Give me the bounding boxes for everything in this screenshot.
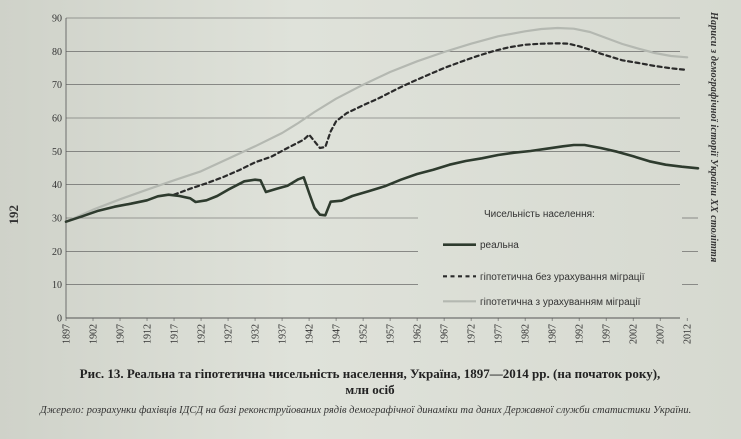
y-tick-label: 30: [52, 214, 62, 225]
figure-caption: Рис. 13. Реальна та гіпотетична чисельні…: [30, 366, 710, 398]
chart-series: [64, 26, 700, 223]
x-tick-label: 1897: [62, 324, 73, 344]
series-line-0: [64, 143, 700, 223]
x-tick-label: 1942: [305, 324, 316, 344]
y-axis-ticks: 0 10 20 30 40 50 60 70 80 90: [52, 14, 62, 325]
legend-title: Чисельність населення:: [484, 209, 595, 220]
legend-label-1: гіпотетична без урахування міграції: [480, 271, 645, 283]
x-tick-label: 1947: [332, 324, 343, 344]
x-tick-label: 1962: [413, 324, 424, 344]
x-tick-label: 1917: [170, 324, 181, 344]
caption-line-1: Рис. 13. Реальна та гіпотетична чисельні…: [79, 366, 661, 381]
y-tick-label: 40: [52, 180, 62, 191]
x-tick-label: 2007: [656, 324, 667, 344]
x-tick-label: 1977: [494, 324, 505, 344]
series-line-2: [64, 26, 689, 223]
chart-gridlines: [65, 17, 698, 319]
x-tick-label: 1922: [197, 324, 208, 344]
x-tick-label: 1982: [521, 324, 532, 344]
chart-legend: Чисельність населення: реальна гіпотетична…: [443, 209, 645, 308]
y-tick-label: 0: [57, 314, 62, 325]
source-note: Джерело: розрахунки фахівців ІДСД на баз…: [40, 405, 692, 416]
running-head: Нариси з демографічної історії України X…: [708, 12, 719, 263]
y-tick-label: 70: [52, 80, 62, 91]
y-tick-label: 20: [52, 247, 62, 258]
series-line-1: [172, 42, 689, 196]
y-tick-label: 10: [52, 280, 62, 291]
caption-line-2: млн осіб: [345, 382, 395, 397]
y-tick-label: 50: [52, 147, 62, 158]
x-tick-label: 1902: [89, 324, 100, 344]
x-tick-label: 1967: [440, 324, 451, 344]
x-tick-label: 2012: [683, 324, 694, 344]
y-tick-label: 80: [52, 47, 62, 58]
x-tick-label: 1987: [548, 324, 559, 344]
x-axis-ticks: 1897 1902 1907 1912 1917 1922 1927 1932 1937 1942…: [62, 318, 694, 344]
x-tick-label: 1997: [602, 324, 613, 344]
x-tick-label: 1927: [224, 324, 235, 344]
x-tick-label: 1912: [143, 324, 154, 344]
y-tick-label: 90: [52, 14, 62, 25]
x-tick-label: 2002: [629, 324, 640, 344]
x-tick-label: 1972: [467, 324, 478, 344]
y-tick-label: 60: [52, 114, 62, 125]
x-tick-label: 1952: [359, 324, 370, 344]
x-tick-label: 1907: [116, 324, 127, 344]
legend-label-2: гіпотетична з урахуванням міграції: [480, 297, 641, 308]
x-tick-label: 1957: [386, 324, 397, 344]
x-tick-label: 1992: [575, 324, 586, 344]
x-tick-label: 1932: [251, 324, 262, 344]
x-tick-label: 1937: [278, 324, 289, 344]
legend-label-0: реальна: [480, 240, 519, 251]
